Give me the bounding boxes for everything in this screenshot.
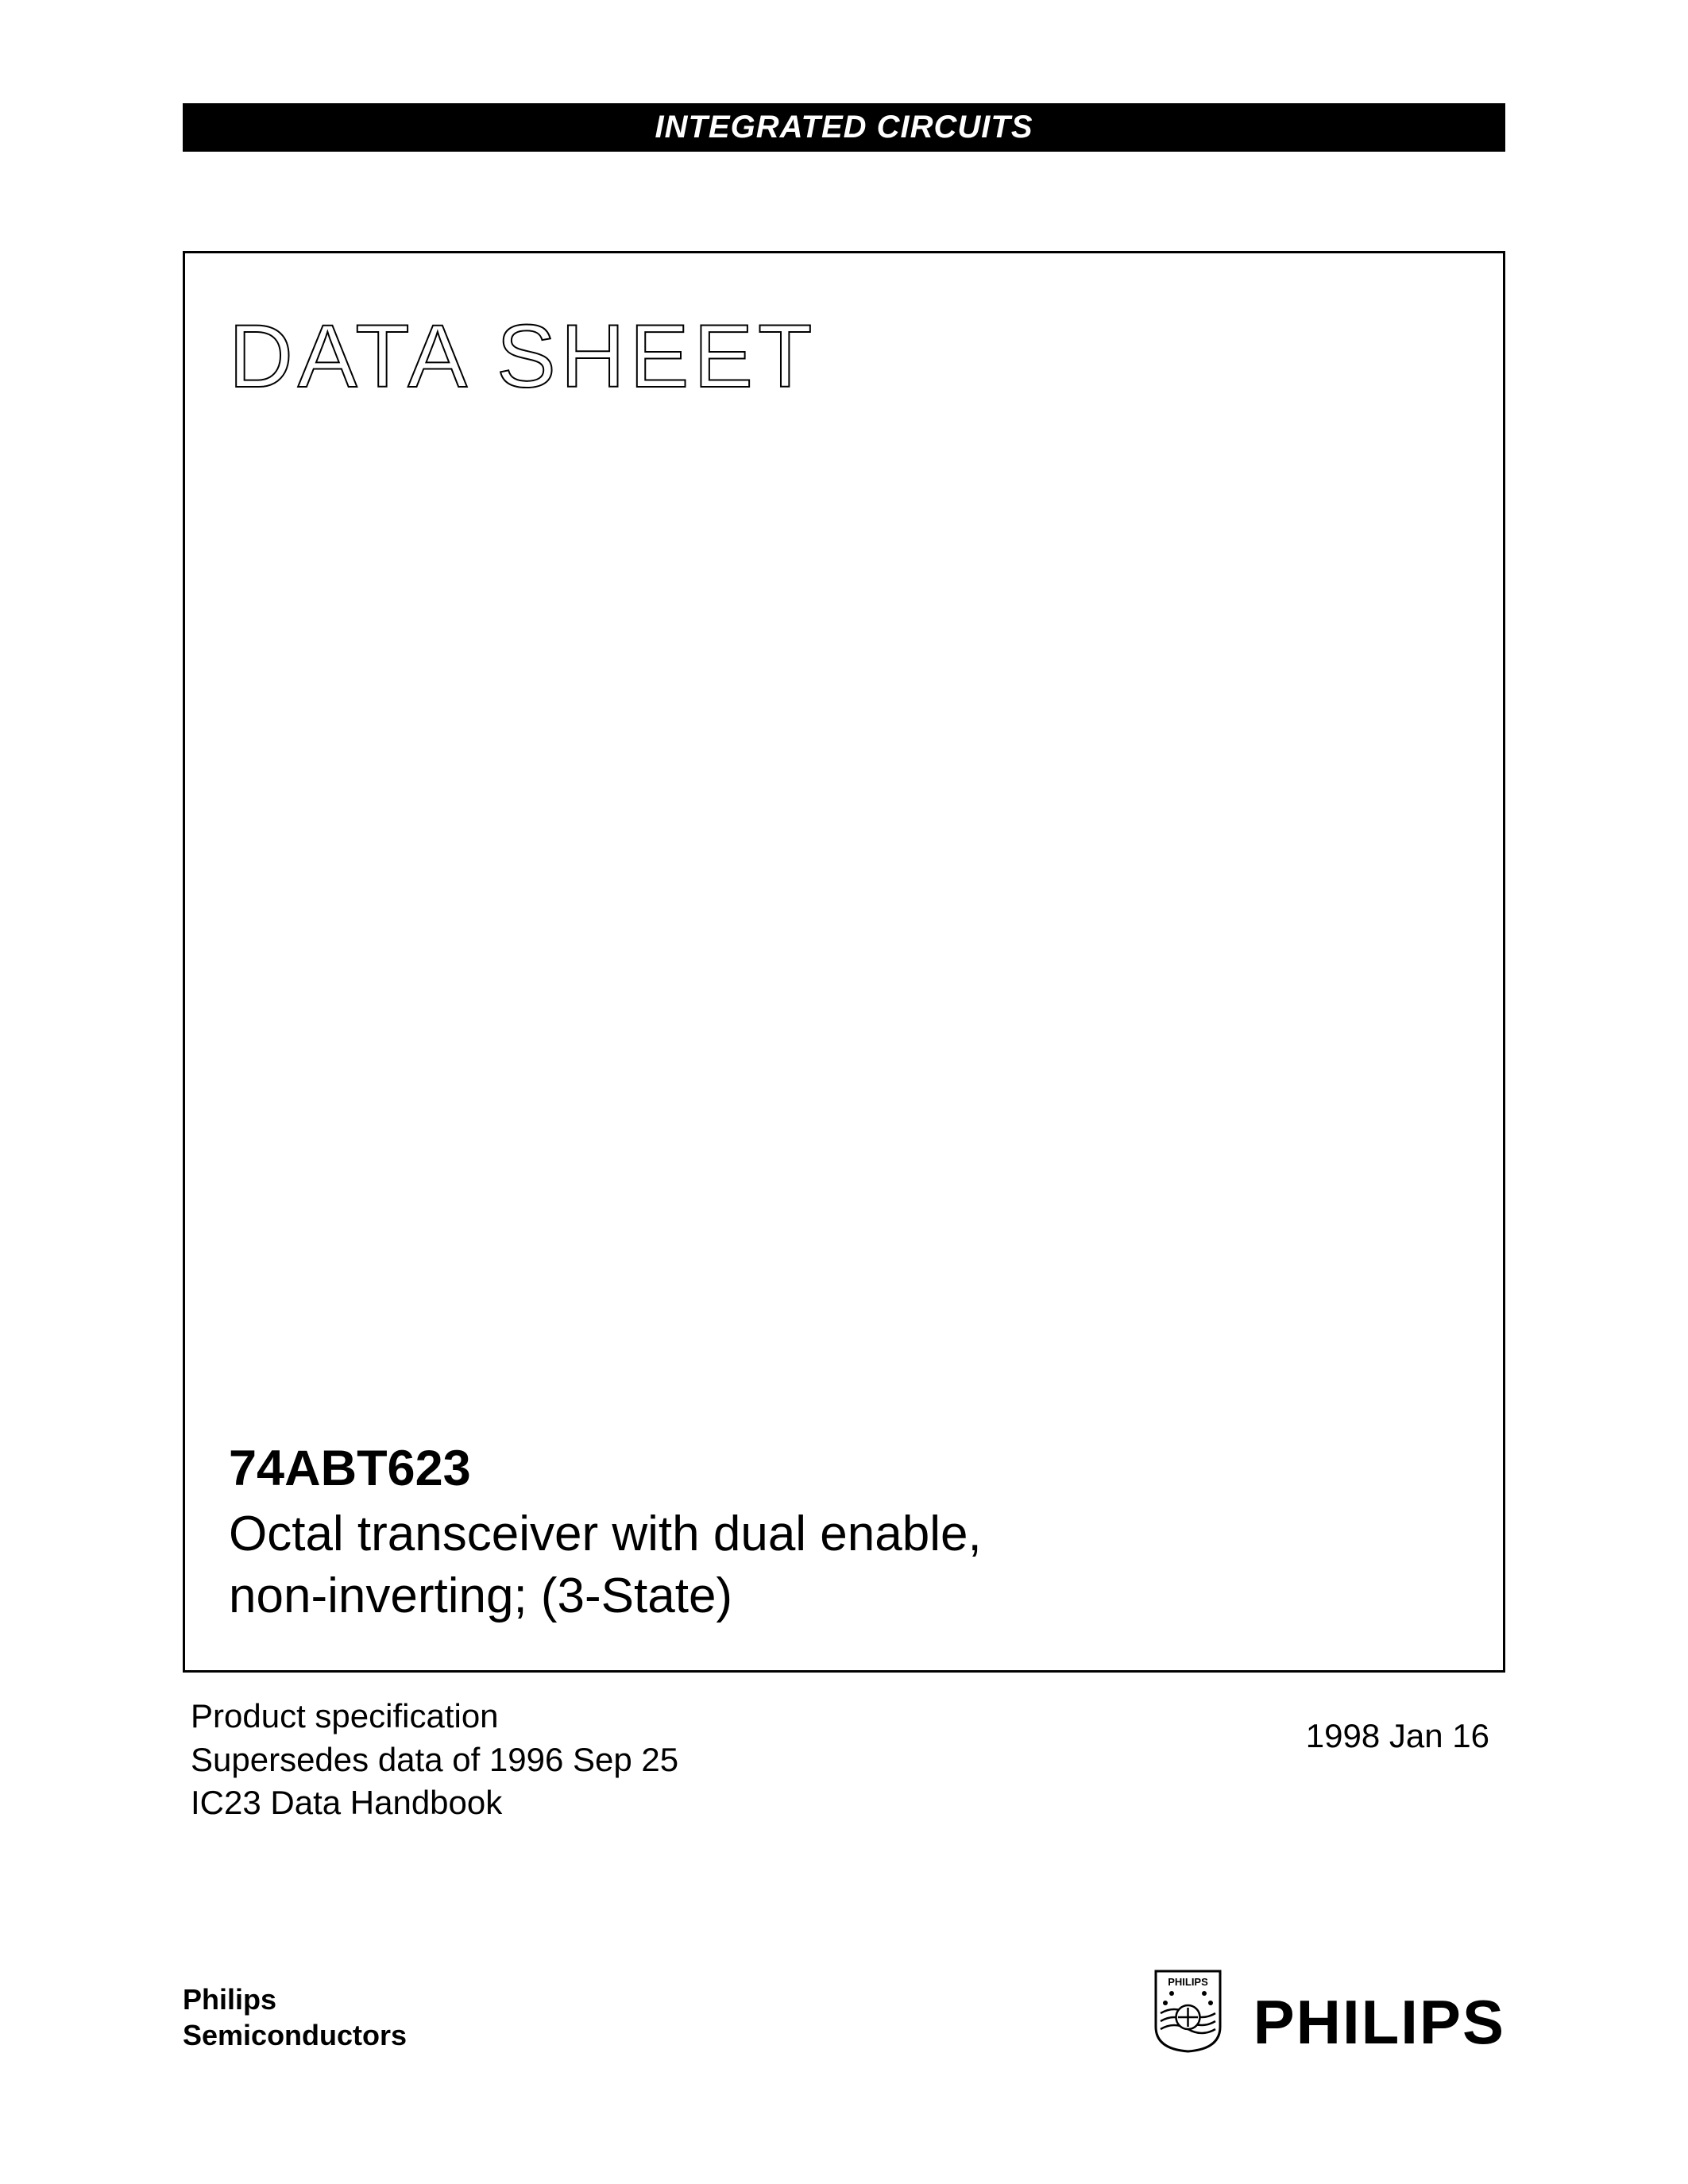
header-banner-text: INTEGRATED CIRCUITS (655, 110, 1033, 145)
datasheet-title: DATA SHEET (229, 305, 1459, 407)
footer-company-line1: Philips (183, 1983, 276, 2016)
philips-brand-text: PHILIPS (1253, 1991, 1505, 2053)
header-banner: INTEGRATED CIRCUITS (183, 103, 1505, 152)
spec-line2: Supersedes data of 1996 Sep 25 (191, 1738, 1497, 1782)
spec-info: Product specification Supersedes data of… (183, 1695, 1505, 1825)
product-description-line1: Octal transceiver with dual enable, (229, 1507, 982, 1561)
page-container: INTEGRATED CIRCUITS DATA SHEET 74ABT623 … (0, 0, 1688, 2184)
product-number: 74ABT623 (229, 1440, 1459, 1497)
footer-company: Philips Semiconductors (183, 1981, 407, 2053)
philips-shield-icon: PHILIPS (1154, 1970, 1222, 2053)
content-box: DATA SHEET 74ABT623 Octal transceiver wi… (183, 251, 1505, 1673)
product-section: 74ABT623 Octal transceiver with dual ena… (229, 1440, 1459, 1626)
product-description-line2: non-inverting; (3-State) (229, 1569, 732, 1623)
footer: Philips Semiconductors PHILIPS PHILIPS (183, 1970, 1505, 2053)
shield-text: PHILIPS (1168, 1976, 1208, 1988)
spec-left: Product specification Supersedes data of… (191, 1695, 1497, 1825)
spec-line1: Product specification (191, 1695, 1497, 1738)
spec-line3: IC23 Data Handbook (191, 1781, 1497, 1825)
footer-brand-section: PHILIPS PHILIPS (1154, 1970, 1505, 2053)
product-description: Octal transceiver with dual enable, non-… (229, 1503, 1459, 1626)
spec-date: 1998 Jan 16 (1306, 1717, 1489, 1755)
footer-company-line2: Semiconductors (183, 2019, 407, 2051)
